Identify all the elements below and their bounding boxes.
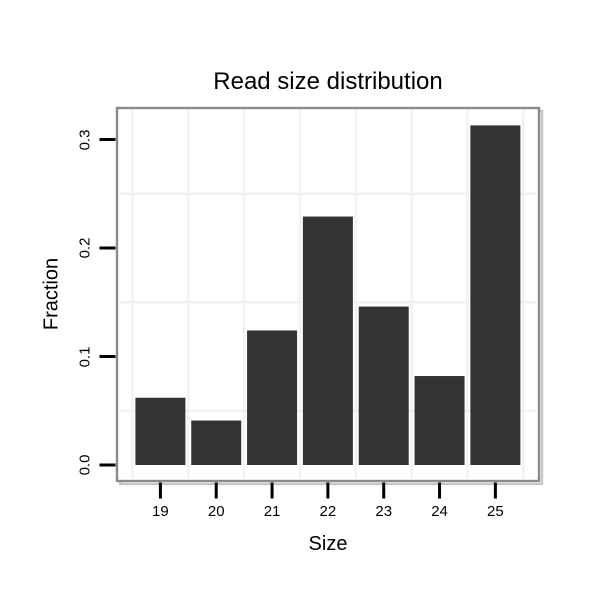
x-tick-label-21: 21 [263, 503, 281, 520]
x-tick-label-24: 24 [431, 503, 448, 520]
bar-22 [302, 216, 353, 465]
chart-title: Read size distribution [213, 68, 443, 95]
bar-24 [414, 376, 465, 465]
y-axis-title: Fraction [40, 257, 63, 331]
x-tick-label-22: 22 [319, 503, 337, 520]
x-axis-title: Size [308, 533, 348, 555]
bar-23 [358, 306, 409, 465]
x-tick-label-25: 25 [487, 503, 504, 520]
bar-21 [247, 330, 298, 465]
y-tick-label-0.2: 0.2 [76, 237, 94, 259]
panel-border [115, 106, 541, 483]
x-tick-label-23: 23 [375, 503, 393, 520]
bar-25 [470, 125, 521, 466]
x-tick-label-19: 19 [152, 503, 169, 520]
y-tick-label-0.1: 0.1 [76, 346, 94, 367]
y-tick-label-0.3: 0.3 [76, 129, 94, 150]
y-tick-label-0.0: 0.0 [76, 454, 94, 476]
x-tick-label-20: 20 [207, 503, 225, 520]
bar-19 [135, 397, 186, 465]
bar-20 [191, 420, 242, 465]
